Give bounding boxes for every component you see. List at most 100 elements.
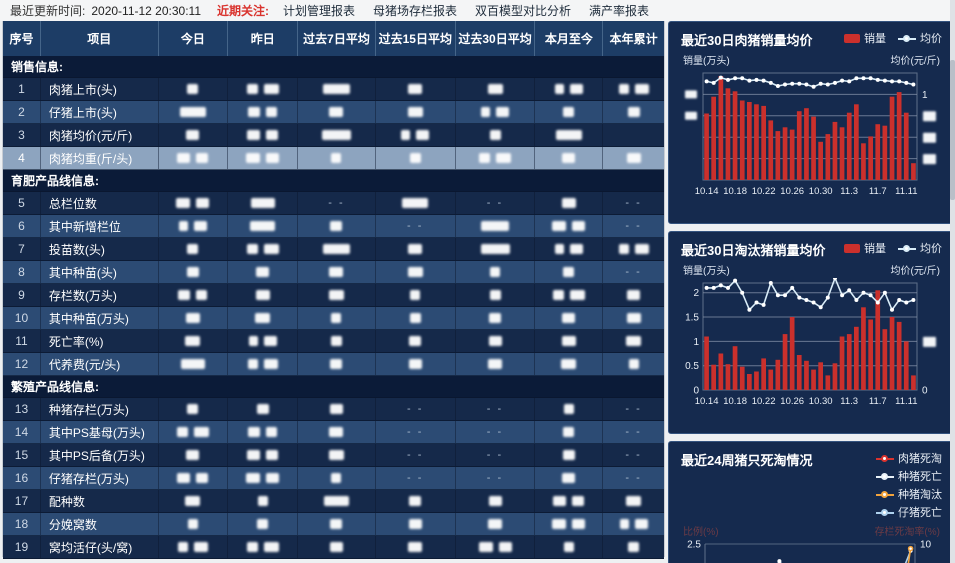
data-cell: - - (376, 398, 456, 420)
data-cell (535, 124, 604, 146)
redacted-value (248, 427, 261, 437)
axis-labels: 比例(%) 存栏死淘率(%) (683, 523, 940, 538)
data-cell (228, 444, 299, 466)
table-row-2[interactable]: 2 仔猪上市(头) (3, 101, 664, 124)
redacted-value (185, 313, 200, 323)
svg-text:10.26: 10.26 (780, 396, 804, 407)
data-cell (376, 353, 456, 375)
data-cell (376, 238, 456, 260)
data-cell (535, 421, 604, 443)
axis-labels: 销量(万头) 均价(元/斤) (683, 262, 940, 277)
legend-item-种猪死亡[interactable]: 种猪死亡 (876, 468, 942, 484)
legend-item-销量[interactable]: 销量 (844, 30, 886, 46)
data-cell (298, 147, 376, 169)
legend-item-销量[interactable]: 销量 (844, 240, 886, 256)
redacted-value (256, 404, 269, 414)
data-cell (159, 490, 229, 512)
redacted-value (331, 313, 342, 323)
data-cell (456, 101, 536, 123)
table-row-12[interactable]: 12 代养费(元/头) (3, 353, 664, 376)
redacted-value (489, 290, 501, 300)
table-row-16[interactable]: 16 仔猪存栏(万头) - - - - - - (3, 467, 664, 490)
redacted-value (330, 336, 342, 346)
data-cell (535, 101, 604, 123)
line-swatch-icon (876, 508, 894, 517)
table-row-1[interactable]: 1 肉猪上市(头) (3, 78, 664, 101)
table-row-17[interactable]: 17 配种数 (3, 490, 664, 513)
redacted-value (562, 450, 575, 460)
redacted-value (323, 496, 349, 506)
table-row-11[interactable]: 11 死亡率(%) (3, 330, 664, 353)
redacted-value (266, 450, 279, 460)
table-row-9[interactable]: 9 存栏数(万头) (3, 284, 664, 307)
chart-title: 最近24周猪只死淘情况 (681, 453, 813, 468)
redacted-value (490, 267, 500, 277)
data-cell (376, 192, 456, 214)
legend-item-肉猪死淘[interactable]: 肉猪死淘 (876, 450, 942, 466)
redacted-value (402, 198, 429, 208)
redacted-value (572, 221, 586, 231)
table-row-5[interactable]: 5 总栏位数 - - - - - - (3, 192, 664, 215)
topbar-link-3[interactable]: 双百模型对比分析 (475, 4, 572, 18)
redacted-value (626, 153, 641, 163)
row-item-label: 总栏位数 (41, 192, 159, 214)
table-row-8[interactable]: 8 其中种苗(头) - - (3, 261, 664, 284)
data-cell (228, 307, 299, 329)
redacted-value (177, 153, 191, 163)
redacted-value (330, 359, 343, 369)
section-header: 繁殖产品线信息: (3, 376, 664, 398)
data-cell (159, 261, 229, 283)
table-row-7[interactable]: 7 投苗数(头) (3, 238, 664, 261)
redacted-value (488, 336, 502, 346)
scrollbar-track[interactable] (950, 0, 955, 563)
data-cell (298, 101, 376, 123)
redacted-value (322, 244, 350, 254)
redacted-value (409, 153, 421, 163)
row-item-label: 配种数 (41, 490, 159, 512)
svg-text:1: 1 (922, 90, 928, 101)
data-cell (603, 101, 664, 123)
data-cell (228, 513, 299, 535)
table-row-14[interactable]: 14 其中PS基母(万头) - - - - - - (3, 421, 664, 444)
topbar-link-1[interactable]: 计划管理报表 (283, 4, 356, 18)
scrollbar-thumb[interactable] (950, 60, 955, 200)
redacted-value (569, 244, 583, 254)
legend-item-种猪淘汰[interactable]: 种猪淘汰 (876, 486, 942, 502)
table-row-13[interactable]: 13 种猪存栏(万头) - - - - - - (3, 398, 664, 421)
row-item-label: 肉猪上市(头) (41, 78, 159, 100)
redacted-value (246, 244, 258, 254)
data-cell (228, 398, 299, 420)
legend-item-仔猪死亡[interactable]: 仔猪死亡 (876, 504, 942, 520)
legend-item-均价[interactable]: 均价 (898, 240, 942, 256)
table-row-3[interactable]: 3 肉猪均价(元/斤) (3, 124, 664, 147)
svg-text:0: 0 (922, 386, 928, 397)
data-cell (159, 101, 229, 123)
legend-item-均价[interactable]: 均价 (898, 30, 942, 46)
data-cell (159, 147, 229, 169)
svg-text:10.18: 10.18 (723, 186, 747, 197)
data-cell (228, 353, 299, 375)
table-row-6[interactable]: 6 其中新增栏位 - - - - (3, 215, 664, 238)
table-row-10[interactable]: 10 其中种苗(万头) (3, 307, 664, 330)
row-item-label: 投苗数(头) (41, 238, 159, 260)
table-row-4[interactable]: 4 肉猪均重(斤/头) (3, 147, 664, 170)
data-cell (535, 444, 604, 466)
data-cell (535, 330, 604, 352)
row-item-label: 代养费(元/头) (41, 353, 159, 375)
topbar-link-2[interactable]: 母猪场存栏报表 (373, 4, 458, 18)
redacted-value (178, 221, 188, 231)
data-cell: - - (603, 467, 664, 489)
chart-head: 最近24周猪只死淘情况 肉猪死淘种猪死亡种猪淘汰仔猪死亡 (681, 450, 942, 520)
data-cell (159, 513, 229, 535)
redacted-value (554, 84, 564, 94)
table-row-18[interactable]: 18 分娩窝数 (3, 513, 664, 536)
table-row-19[interactable]: 19 窝均活仔(头/窝) (3, 536, 664, 559)
data-cell (376, 490, 456, 512)
redacted-value (257, 496, 268, 506)
redacted-value (263, 84, 279, 94)
redacted-value (481, 221, 509, 231)
topbar-link-4[interactable]: 满产率报表 (589, 4, 650, 18)
data-cell (228, 490, 299, 512)
table-row-15[interactable]: 15 其中PS后备(万头) - - - - - - (3, 444, 664, 467)
update-time-value: 2020-11-12 20:30:11 (91, 3, 201, 18)
